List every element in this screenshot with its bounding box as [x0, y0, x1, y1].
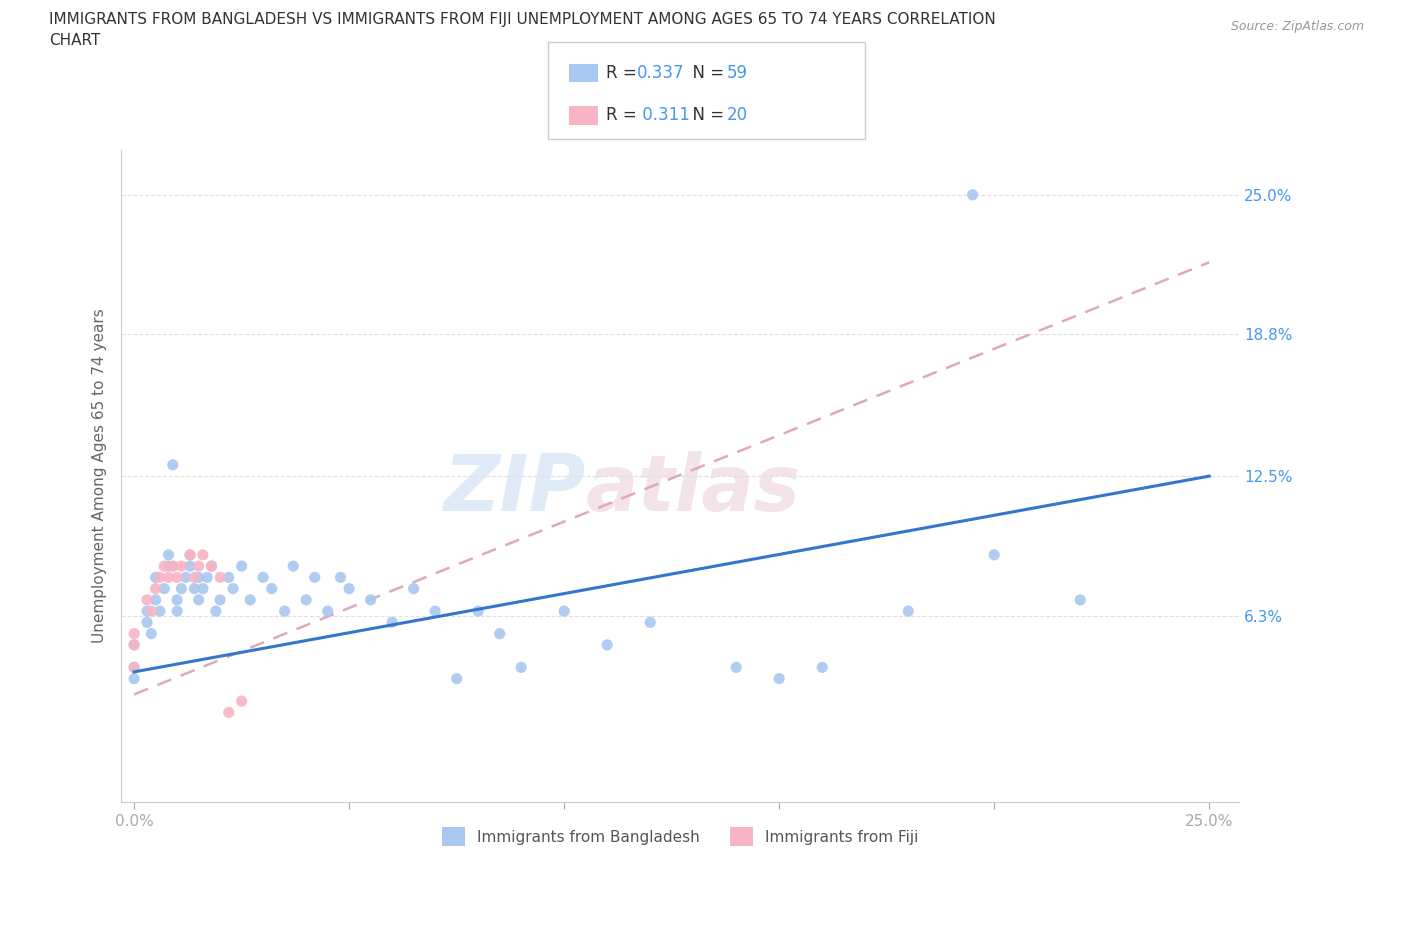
Point: [187, 559, 209, 574]
Point: [596, 637, 619, 652]
Point: [218, 705, 240, 720]
Point: [205, 604, 228, 618]
Point: [136, 615, 159, 630]
Point: [209, 570, 232, 585]
Point: [174, 570, 197, 585]
Point: [145, 592, 167, 607]
Point: [725, 660, 748, 675]
Text: ZIP: ZIP: [443, 451, 585, 527]
Point: [553, 604, 575, 618]
Point: [162, 559, 184, 574]
Point: [149, 604, 172, 618]
Point: [122, 660, 145, 675]
Point: [136, 592, 159, 607]
Point: [183, 570, 205, 585]
Point: [446, 671, 468, 686]
Point: [157, 570, 180, 585]
Point: [183, 581, 205, 596]
Point: [962, 188, 984, 203]
Point: [283, 559, 305, 574]
Point: [141, 626, 163, 641]
Point: [191, 581, 214, 596]
Point: [638, 615, 661, 630]
Point: [811, 660, 834, 675]
Point: [231, 559, 253, 574]
Point: [304, 570, 326, 585]
Point: [467, 604, 489, 618]
Point: [179, 548, 201, 563]
Point: [200, 559, 222, 574]
Text: 20: 20: [727, 106, 748, 125]
Point: [239, 592, 262, 607]
Point: [381, 615, 404, 630]
Point: [510, 660, 533, 675]
Point: [191, 548, 214, 563]
Point: [1069, 592, 1091, 607]
Text: atlas: atlas: [585, 451, 800, 527]
Point: [166, 592, 188, 607]
Text: N =: N =: [682, 64, 730, 82]
Text: R =: R =: [606, 64, 643, 82]
Point: [209, 592, 232, 607]
Point: [157, 548, 180, 563]
Point: [149, 570, 172, 585]
Point: [402, 581, 425, 596]
Point: [252, 570, 274, 585]
Point: [122, 671, 145, 686]
Point: [260, 581, 283, 596]
Point: [141, 604, 163, 618]
Point: [337, 581, 360, 596]
Point: [187, 592, 209, 607]
Point: [145, 570, 167, 585]
Text: 0.311: 0.311: [637, 106, 690, 125]
Point: [316, 604, 339, 618]
Point: [153, 559, 176, 574]
Point: [329, 570, 352, 585]
Text: IMMIGRANTS FROM BANGLADESH VS IMMIGRANTS FROM FIJI UNEMPLOYMENT AMONG AGES 65 TO: IMMIGRANTS FROM BANGLADESH VS IMMIGRANTS…: [49, 12, 995, 27]
Point: [170, 559, 193, 574]
Point: [768, 671, 790, 686]
Point: [187, 570, 209, 585]
Point: [122, 637, 145, 652]
Point: [897, 604, 920, 618]
Point: [153, 581, 176, 596]
Point: [179, 548, 201, 563]
Point: [145, 581, 167, 596]
Y-axis label: Unemployment Among Ages 65 to 74 years: Unemployment Among Ages 65 to 74 years: [93, 309, 107, 644]
Point: [170, 581, 193, 596]
Legend: Immigrants from Bangladesh, Immigrants from Fiji: Immigrants from Bangladesh, Immigrants f…: [434, 819, 927, 854]
Point: [231, 694, 253, 709]
Point: [157, 559, 180, 574]
Text: Source: ZipAtlas.com: Source: ZipAtlas.com: [1230, 20, 1364, 33]
Point: [200, 559, 222, 574]
Point: [122, 637, 145, 652]
Point: [162, 559, 184, 574]
Text: 59: 59: [727, 64, 748, 82]
Point: [179, 559, 201, 574]
Point: [488, 626, 510, 641]
Text: 0.337: 0.337: [637, 64, 685, 82]
Point: [423, 604, 446, 618]
Point: [122, 660, 145, 675]
Point: [983, 548, 1005, 563]
Point: [122, 626, 145, 641]
Text: CHART: CHART: [49, 33, 101, 47]
Point: [222, 581, 245, 596]
Point: [218, 570, 240, 585]
Text: R =: R =: [606, 106, 643, 125]
Point: [166, 570, 188, 585]
Point: [136, 604, 159, 618]
Point: [273, 604, 295, 618]
Point: [166, 604, 188, 618]
Point: [360, 592, 382, 607]
Point: [195, 570, 218, 585]
Text: N =: N =: [682, 106, 730, 125]
Point: [295, 592, 318, 607]
Point: [162, 458, 184, 472]
